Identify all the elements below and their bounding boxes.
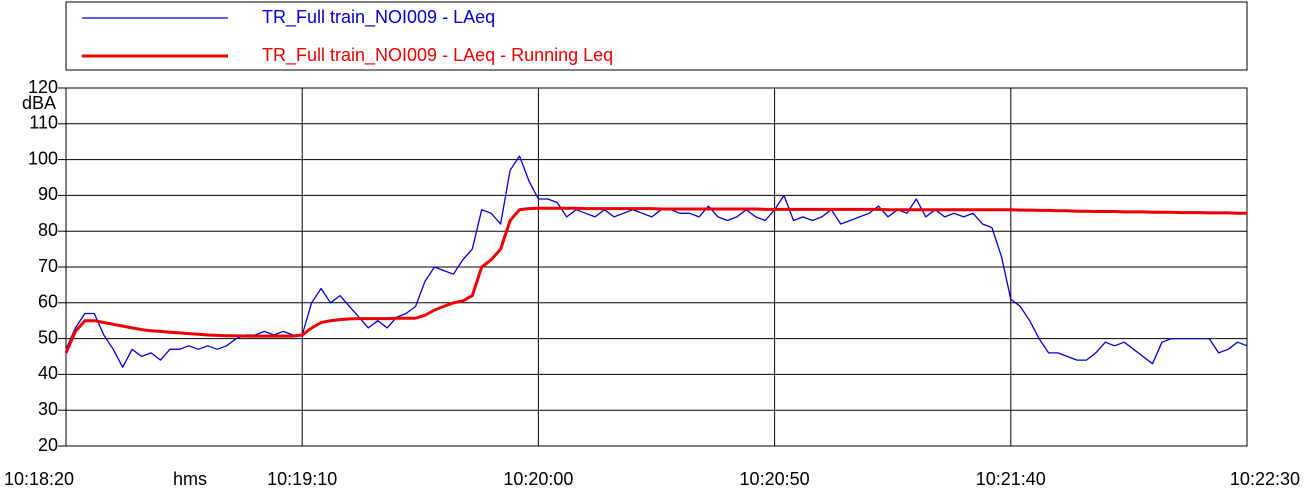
legend-label: TR_Full train_NOI009 - LAeq bbox=[262, 7, 495, 28]
plot-frame bbox=[65, 87, 1248, 447]
y-tick-label: 40 bbox=[38, 363, 58, 383]
y-tick-label: 50 bbox=[38, 327, 58, 347]
legend-box bbox=[65, 1, 1248, 71]
y-tick-label: 100 bbox=[28, 148, 58, 168]
y-tick-label: 120 bbox=[28, 77, 58, 97]
y-tick-label: 70 bbox=[38, 256, 58, 276]
y-tick-label: 110 bbox=[29, 113, 58, 133]
series-line bbox=[65, 155, 1248, 368]
y-tick-label: 60 bbox=[38, 292, 58, 312]
y-tick-label: 90 bbox=[38, 184, 58, 204]
x-unit-label: hms bbox=[173, 469, 207, 489]
x-tick-label: 10:20:50 bbox=[740, 469, 810, 489]
legend-label: TR_Full train_NOI009 - LAeq - Running Le… bbox=[262, 45, 613, 66]
x-tick-label: 10:22:30 bbox=[1230, 469, 1300, 489]
y-tick-label: 20 bbox=[38, 435, 58, 455]
x-tick-label: 10:21:40 bbox=[976, 469, 1046, 489]
x-tick-label: 10:18:20 bbox=[4, 469, 74, 489]
series-line bbox=[64, 206, 1247, 354]
y-tick-label: 30 bbox=[38, 399, 58, 419]
y-axis-label: dBA bbox=[22, 93, 56, 113]
x-tick-label: 10:19:10 bbox=[267, 469, 337, 489]
y-tick-label: 80 bbox=[38, 220, 58, 240]
x-tick-label: 10:20:00 bbox=[503, 469, 573, 489]
